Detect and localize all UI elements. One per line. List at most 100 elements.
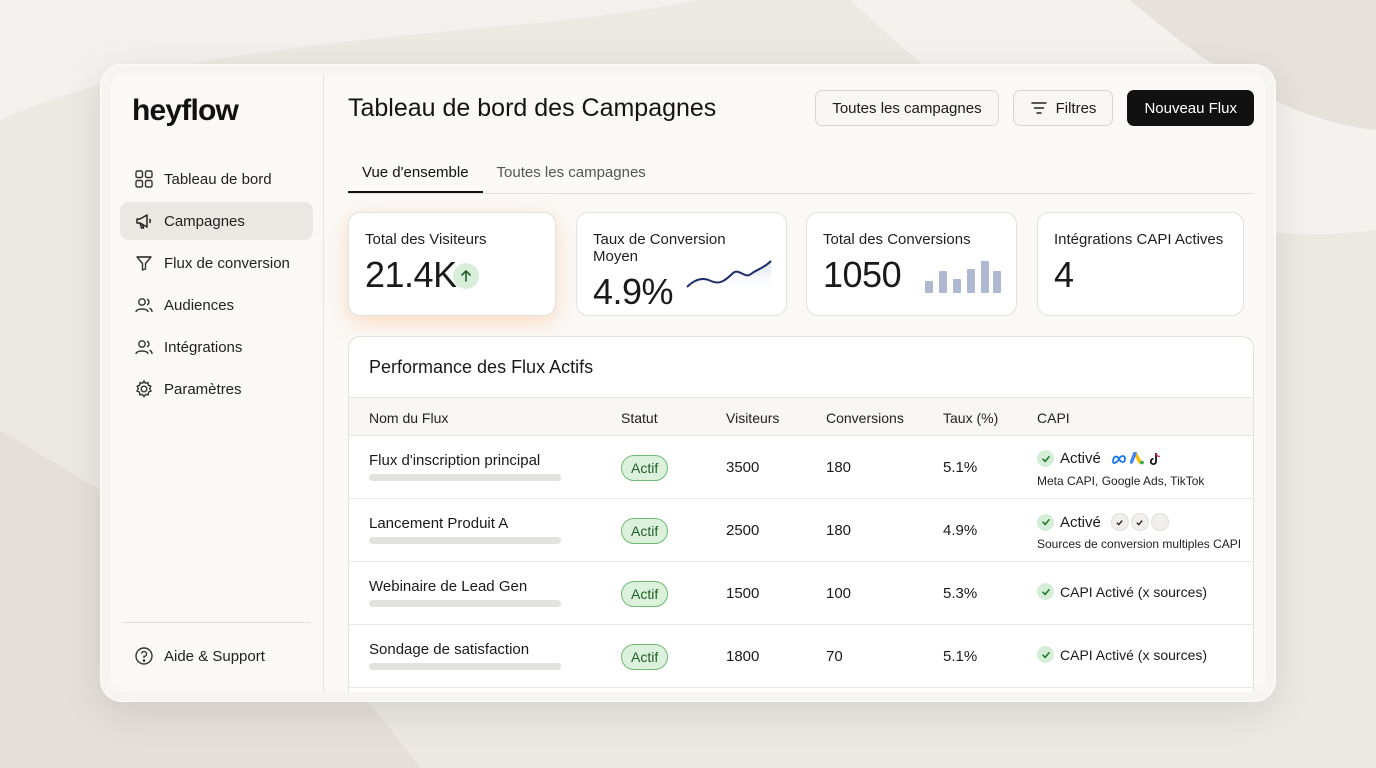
rate-value: 5.1% [943, 648, 978, 665]
megaphone-icon [136, 214, 151, 229]
mini-bar-chart [925, 261, 1001, 293]
flow-progress-bar [369, 663, 561, 670]
dashboard-grid-icon [135, 170, 153, 188]
help-circle-icon [135, 647, 153, 665]
kpi-card-visitors[interactable]: Total des Visiteurs 21.4K [348, 212, 556, 316]
capi-label: CAPI Activé (x sources) [1060, 583, 1208, 600]
check-icon [1037, 450, 1054, 467]
conversions-value: 180 [826, 459, 852, 476]
trend-up-icon [453, 263, 479, 289]
source-check-icon [1110, 513, 1129, 531]
column-header[interactable]: Visiteurs [726, 410, 780, 426]
table-row[interactable]: Flux d'inscription principal Actif 3500 … [349, 436, 1253, 499]
sidebar-item-conversion-flows[interactable]: Flux de conversion [120, 244, 313, 282]
kpi-label: Intégrations CAPI Actives [1054, 231, 1224, 248]
capi-status: Activé [1037, 450, 1161, 467]
tab-bar: Vue d'ensemble Toutes les campagnes [348, 156, 1254, 194]
flow-name: Flux d'inscription principal [369, 452, 541, 469]
sidebar-item-label: Aide & Support [164, 647, 265, 665]
rate-value: 4.9% [943, 522, 978, 539]
capi-label: CAPI Activé (x sources) [1060, 646, 1208, 663]
sidebar-item-help[interactable]: Aide & Support [120, 637, 313, 675]
gear-icon [135, 379, 153, 398]
tab-overview[interactable]: Vue d'ensemble [348, 156, 483, 193]
button-label: Nouveau Flux [1144, 99, 1237, 117]
filters-button[interactable]: Filtres [1012, 90, 1114, 126]
kpi-value: 4 [1054, 254, 1074, 295]
sidebar-nav: Tableau de bord Campagnes Flux de conver… [120, 160, 313, 412]
column-header[interactable]: Nom du Flux [369, 410, 449, 426]
rate-value: 5.1% [943, 459, 978, 476]
capi-label: Activé [1060, 450, 1101, 467]
button-label: Filtres [1055, 99, 1097, 117]
table-header: Nom du Flux Statut Visiteurs Conversions… [349, 397, 1253, 436]
column-header[interactable]: Statut [621, 410, 658, 426]
capi-status: CAPI Activé (x sources) [1037, 583, 1207, 600]
table-row[interactable]: Sondage de satisfaction Actif 1800 70 5.… [349, 625, 1253, 688]
conversions-value: 70 [826, 648, 843, 665]
capi-label: Activé [1060, 513, 1101, 531]
tab-all-campaigns[interactable]: Toutes les campagnes [496, 164, 646, 181]
sidebar-item-campaigns[interactable]: Campagnes [120, 202, 313, 240]
kpi-value: 1050 [823, 254, 902, 295]
source-empty-icon [1150, 513, 1169, 531]
conversions-value: 100 [826, 585, 852, 602]
capi-status: Activé [1037, 513, 1169, 531]
funnel-icon [136, 256, 152, 271]
rate-value: 5.3% [943, 585, 978, 602]
conversions-value: 180 [826, 522, 852, 539]
status-badge: Actif [621, 518, 669, 544]
status-badge: Actif [621, 455, 669, 481]
table-row[interactable]: Lancement Produit A Actif 2500 180 4.9% … [349, 499, 1253, 562]
sidebar-item-label: Paramètres [164, 380, 242, 398]
sidebar-item-audiences[interactable]: Audiences [120, 286, 313, 324]
sidebar-item-label: Intégrations [164, 338, 243, 356]
sidebar-divider [122, 622, 311, 623]
check-icon [1037, 646, 1054, 663]
app-logo[interactable]: heyflow [132, 94, 239, 127]
all-campaigns-button[interactable]: Toutes les campagnes [815, 90, 999, 126]
main-content: Tableau de bord des Campagnes Toutes les… [324, 74, 1266, 692]
panel-title: Performance des Flux Actifs [369, 357, 594, 377]
kpi-card-conversion-rate[interactable]: Taux de Conversion Moyen 4.9% [576, 212, 787, 316]
button-label: Toutes les campagnes [832, 99, 982, 117]
new-flow-button[interactable]: Nouveau Flux [1127, 90, 1254, 126]
sidebar-item-label: Tableau de bord [164, 170, 272, 188]
column-header[interactable]: Conversions [826, 410, 904, 426]
kpi-value: 4.9% [593, 271, 674, 312]
flows-performance-panel: Performance des Flux Actifs Nom du Flux … [348, 336, 1254, 692]
header-actions: Toutes les campagnes Filtres Nouveau Flu… [815, 90, 1254, 126]
flow-name: Sondage de satisfaction [369, 641, 530, 658]
sidebar-item-dashboard[interactable]: Tableau de bord [120, 160, 313, 198]
meta-logo-icon [1111, 454, 1126, 464]
sidebar: heyflow Tableau de bord Campagnes [110, 74, 324, 692]
sidebar-item-settings[interactable]: Paramètres [120, 370, 313, 408]
status-badge: Actif [621, 581, 669, 607]
help-support: Aide & Support [120, 637, 313, 679]
visitors-value: 3500 [726, 459, 760, 476]
status-badge: Actif [621, 644, 669, 670]
capi-detail: Meta CAPI, Google Ads, TikTok [1037, 474, 1205, 488]
table-row[interactable]: Webinaire de Lead Gen Actif 1500 100 5.3… [349, 562, 1253, 625]
visitors-value: 1500 [726, 585, 760, 602]
flow-name: Lancement Produit A [369, 515, 509, 532]
page-title: Tableau de bord des Campagnes [348, 94, 717, 122]
column-header[interactable]: CAPI [1037, 410, 1070, 426]
google-ads-logo-icon [1129, 452, 1144, 465]
sidebar-item-label: Audiences [164, 296, 235, 314]
capi-status: CAPI Activé (x sources) [1037, 646, 1207, 663]
sidebar-item-integrations[interactable]: Intégrations [120, 328, 313, 366]
kpi-value: 21.4K [365, 254, 457, 295]
filter-icon [1030, 102, 1047, 114]
sidebar-item-label: Campagnes [164, 212, 245, 230]
kpi-label: Taux de Conversion Moyen [593, 231, 726, 265]
flow-name: Webinaire de Lead Gen [369, 578, 528, 595]
kpi-label: Total des Visiteurs [365, 231, 487, 248]
kpi-card-conversions[interactable]: Total des Conversions 1050 [806, 212, 1017, 316]
column-header[interactable]: Taux (%) [943, 410, 999, 426]
kpi-card-capi[interactable]: Intégrations CAPI Actives 4 [1037, 212, 1244, 316]
users-icon [135, 340, 153, 355]
kpi-label: Total des Conversions [823, 231, 971, 248]
flow-progress-bar [369, 537, 561, 544]
tiktok-logo-icon [1149, 452, 1160, 465]
